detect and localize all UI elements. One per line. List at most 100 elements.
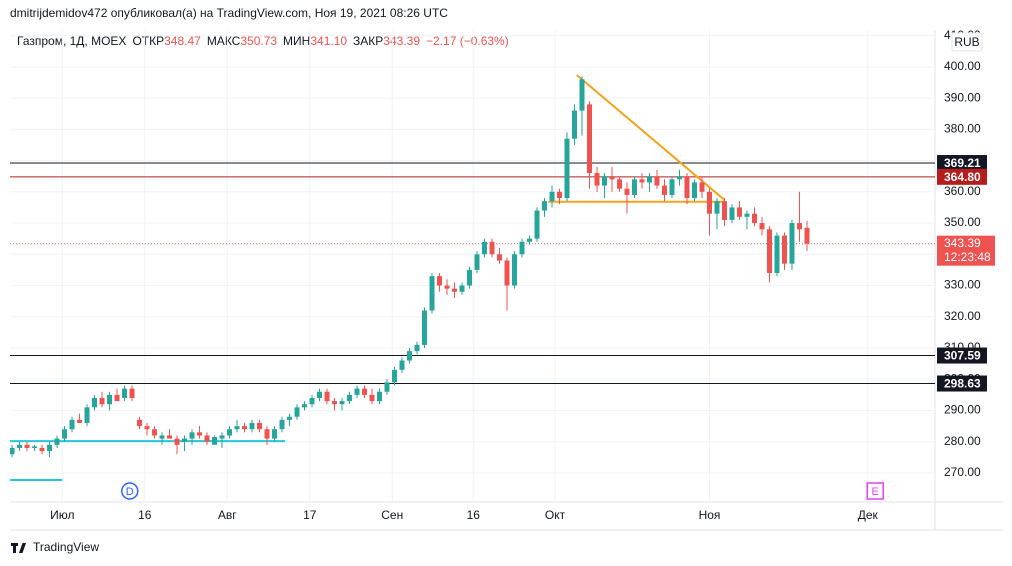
candle-body [691, 182, 697, 199]
candle-body [744, 213, 750, 217]
candle-body [107, 394, 113, 405]
candle-body [474, 254, 480, 270]
candle-body [676, 176, 682, 180]
x-tick-label: Окт [545, 508, 566, 522]
y-tick-label: 400.00 [944, 59, 981, 73]
y-tick-label: 390.00 [944, 90, 981, 104]
price-label-box [937, 168, 987, 185]
candle-body [212, 437, 218, 445]
legend: Газпром, 1Д, MOEX ОТКР348.47 МАКС350.73 МИН… [17, 34, 509, 48]
event-label: E [872, 486, 879, 498]
candle-body [489, 241, 495, 255]
candle-body [347, 394, 353, 402]
candle-body [197, 432, 203, 436]
plot-area [10, 30, 935, 502]
candle-body [549, 191, 555, 202]
candle-body [654, 176, 660, 186]
candle-body [69, 419, 75, 430]
candle-body [384, 382, 390, 392]
y-tick-label: 380.00 [944, 122, 981, 136]
open: 348.47 [164, 34, 201, 48]
candle-body [804, 227, 810, 244]
x-tick-label: Авг [218, 508, 237, 522]
candle-body [377, 391, 383, 402]
candle-body [129, 388, 135, 398]
candle-body [699, 182, 705, 192]
candle-body [332, 401, 338, 405]
candle-body [47, 444, 53, 452]
candle-body [17, 444, 23, 448]
candle-body [414, 344, 420, 352]
candle-body [10, 447, 15, 455]
candle-body [227, 429, 233, 436]
event-marker [866, 482, 884, 500]
candle-body [729, 207, 735, 220]
candle-body [39, 447, 45, 452]
candle-body [586, 104, 592, 174]
footer: TradingView [11, 540, 99, 554]
candle-body [309, 397, 315, 405]
candle-body [54, 438, 60, 445]
candle-body [144, 426, 150, 430]
price-label-box [937, 155, 987, 172]
brand: TradingView [33, 540, 99, 554]
low-label: МИН [283, 34, 310, 48]
candle-body [422, 310, 428, 345]
candle-body [571, 110, 577, 139]
candle-body [564, 138, 570, 199]
x-tick-label: 16 [467, 508, 481, 522]
candle-body [684, 176, 690, 199]
candle-body [601, 176, 607, 186]
candle-body [242, 426, 248, 430]
candle-body [77, 419, 83, 423]
candle-body [294, 407, 300, 417]
last-price-box [937, 235, 995, 266]
x-tick-label: Сен [381, 508, 403, 522]
candle-body [362, 388, 368, 395]
candle-body [714, 201, 720, 214]
x-tick-label: 16 [138, 508, 152, 522]
candle-body [302, 404, 308, 408]
price-label: 307.59 [944, 349, 981, 363]
candle-body [534, 210, 540, 239]
candle-body [481, 241, 487, 255]
price-label: 298.63 [944, 377, 981, 391]
candle-body [579, 79, 585, 111]
candle-body [631, 179, 637, 195]
candle-body [751, 213, 757, 224]
candle-body [84, 407, 90, 423]
x-tick-label: Дек [858, 508, 879, 522]
candle-body [444, 285, 450, 289]
candle-body [279, 419, 285, 430]
candle-body [594, 173, 600, 186]
trend-line [576, 74, 726, 201]
candle-body [781, 235, 787, 264]
y-tick-label: 270.00 [944, 465, 981, 479]
candle-body [167, 435, 173, 439]
close-label: ЗАКР [353, 34, 383, 48]
candle-body [736, 207, 742, 217]
candle-body [122, 388, 128, 398]
candle-body [392, 369, 398, 383]
open-label: ОТКР [132, 34, 164, 48]
price-label-box [937, 375, 987, 392]
y-tick-label: 360.00 [944, 184, 981, 198]
candle-body [706, 191, 712, 214]
candle-body [62, 429, 68, 439]
candle-body [339, 401, 345, 405]
candle-body [137, 419, 143, 427]
candle-body [639, 179, 645, 183]
candle-body [99, 397, 105, 405]
candle-body [646, 176, 652, 183]
candle-body [616, 179, 622, 189]
change: −2.17 (−0.63%) [426, 34, 509, 48]
candle-body [789, 223, 795, 264]
symbol: Газпром, 1Д, MOEX [17, 34, 126, 48]
candle-body [369, 394, 375, 402]
x-tick-label: Июл [50, 508, 74, 522]
last-price-label: 343.39 [944, 236, 981, 250]
y-tick-label: 290.00 [944, 403, 981, 417]
candle-body [661, 185, 667, 195]
candle-body [541, 201, 547, 211]
